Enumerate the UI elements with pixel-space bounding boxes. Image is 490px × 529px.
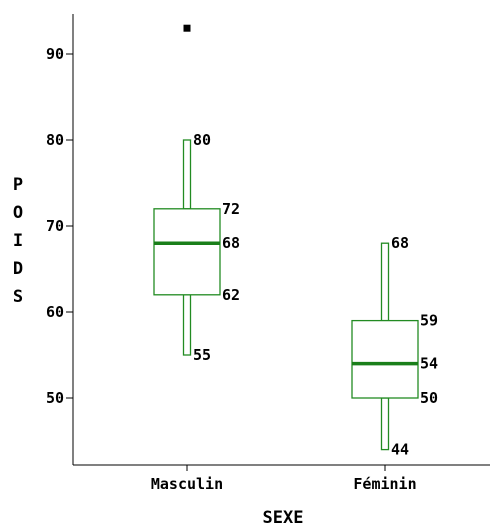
upper-whisker <box>182 139 192 210</box>
iqr-box <box>153 208 221 296</box>
value-label-whisker-low: 44 <box>391 441 409 459</box>
y-axis-ticks: 50 60 70 80 90 <box>46 45 73 407</box>
lower-whisker <box>380 397 390 451</box>
y-axis-title-letter: I <box>13 231 23 251</box>
value-label-q3: 59 <box>420 312 438 330</box>
plot-frame <box>72 14 490 466</box>
y-axis-title-letter: P <box>13 175 23 195</box>
y-tick-label: 60 <box>46 303 64 321</box>
value-label-median: 54 <box>420 355 438 373</box>
value-label-median: 68 <box>222 234 240 252</box>
box-féminin: 68 59 54 50 44 <box>351 234 438 459</box>
y-tick-label: 90 <box>46 45 64 63</box>
lower-whisker <box>182 294 192 356</box>
x-category-label: Masculin <box>151 475 223 493</box>
iqr-box <box>351 319 419 399</box>
x-category-label: Féminin <box>353 475 416 493</box>
y-axis-title-letter: S <box>13 287 23 307</box>
value-label-whisker-high: 68 <box>391 234 409 252</box>
value-label-q1: 62 <box>222 286 240 304</box>
boxes-group: 80 72 68 62 55 68 59 54 50 44 <box>153 24 438 459</box>
value-label-whisker-high: 80 <box>193 131 211 149</box>
value-label-whisker-low: 55 <box>193 346 211 364</box>
y-axis-title-letter: D <box>13 259 23 279</box>
y-tick-label: 70 <box>46 217 64 235</box>
y-tick-label: 50 <box>46 389 64 407</box>
box-masculin: 80 72 68 62 55 <box>153 24 240 364</box>
outlier-point <box>183 24 191 32</box>
upper-whisker <box>380 242 390 322</box>
y-axis-title-letter: O <box>13 203 23 223</box>
value-label-q3: 72 <box>222 200 240 218</box>
x-axis-title: SEXE <box>263 508 304 528</box>
y-tick-label: 80 <box>46 131 64 149</box>
value-label-q1: 50 <box>420 389 438 407</box>
x-axis-ticks: Masculin Féminin <box>151 465 417 493</box>
